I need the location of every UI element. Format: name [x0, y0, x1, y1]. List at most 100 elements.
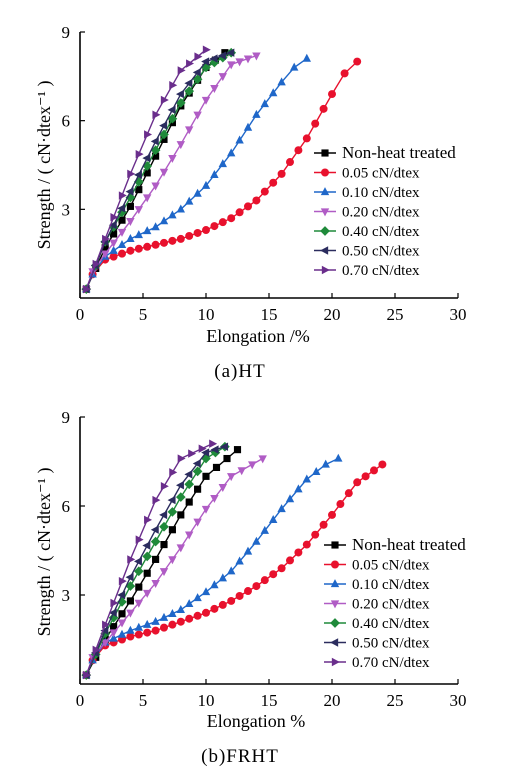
- x-tick-label: 25: [387, 305, 404, 324]
- data-point: [144, 130, 153, 139]
- data-point: [302, 53, 311, 62]
- data-point: [252, 109, 261, 118]
- data-point: [159, 121, 168, 130]
- data-point: [235, 208, 244, 217]
- data-point: [160, 623, 168, 632]
- data-point: [328, 90, 336, 99]
- series-line: [85, 463, 383, 676]
- data-point: [321, 459, 330, 468]
- data-point: [353, 478, 362, 487]
- data-point: [143, 194, 152, 203]
- data-point: [243, 546, 253, 555]
- data-point: [150, 137, 159, 146]
- data-point: [185, 531, 194, 540]
- data-point: [328, 510, 336, 519]
- data-point: [118, 216, 126, 224]
- data-point: [109, 245, 118, 254]
- data-point: [194, 485, 202, 493]
- data-point: [188, 449, 197, 458]
- data-point: [193, 111, 202, 120]
- data-point: [175, 492, 186, 502]
- data-point: [194, 52, 203, 61]
- data-point: [168, 210, 177, 219]
- legend-marker: [320, 246, 329, 255]
- legend-marker: [320, 187, 330, 196]
- data-point: [210, 222, 219, 231]
- legend-label: 0.40 cN/dtex: [352, 616, 430, 632]
- data-point: [184, 470, 193, 479]
- legend-label: 0.40 cN/dtex: [342, 224, 420, 240]
- data-point: [210, 85, 219, 93]
- x-axis-label: Elongation /%: [206, 326, 309, 346]
- legend-marker: [321, 149, 329, 157]
- data-point: [143, 628, 152, 637]
- x-tick-label: 10: [198, 305, 215, 324]
- data-point: [185, 599, 194, 608]
- data-point: [176, 544, 185, 553]
- data-point: [150, 145, 161, 156]
- data-point: [159, 129, 169, 140]
- data-point: [243, 122, 253, 131]
- data-point: [290, 62, 299, 71]
- data-point: [294, 548, 303, 557]
- data-point: [168, 526, 176, 534]
- y-axis-label: Strength / ( cN·dtex⁻¹ ): [34, 468, 55, 637]
- x-tick-label: 15: [261, 691, 278, 710]
- data-point: [193, 593, 202, 602]
- data-point: [175, 481, 184, 490]
- data-point: [127, 169, 136, 179]
- data-point: [226, 48, 235, 57]
- series-6: [83, 45, 211, 294]
- data-point: [248, 461, 257, 470]
- x-tick-label: 30: [450, 691, 467, 710]
- data-point: [135, 535, 144, 544]
- panel-a: 0 5 10 15 20 25 30 3 6 9 Elongation /% Strength / (…: [34, 23, 467, 382]
- series-2: [82, 453, 343, 679]
- data-point: [269, 515, 278, 523]
- data-point: [334, 453, 343, 462]
- data-point: [218, 573, 227, 582]
- legend-marker: [321, 168, 329, 177]
- data-point: [185, 196, 194, 205]
- legend: Non-heat treated 0.05 cN/dtex 0.10 cN/dtex…: [314, 143, 456, 279]
- data-point: [101, 250, 110, 259]
- data-point: [344, 489, 353, 498]
- legend-label: 0.50 cN/dtex: [352, 636, 430, 652]
- series-line: [85, 52, 232, 290]
- data-point: [193, 228, 202, 237]
- data-point: [142, 153, 151, 163]
- data-point: [151, 182, 160, 191]
- data-point: [227, 214, 236, 223]
- series-line: [85, 52, 232, 290]
- data-point: [167, 105, 176, 115]
- data-point: [152, 152, 160, 160]
- data-point: [277, 564, 286, 573]
- data-point: [237, 467, 246, 476]
- data-point: [117, 597, 127, 607]
- data-point: [152, 555, 160, 563]
- data-point: [143, 242, 152, 251]
- data-point: [109, 252, 118, 261]
- panel-caption: (b)FRHT: [201, 746, 279, 767]
- x-axis-label: Elongation %: [207, 711, 305, 731]
- data-point: [151, 579, 160, 588]
- data-point: [201, 180, 211, 189]
- legend-label: 0.20 cN/dtex: [342, 205, 420, 221]
- data-point: [159, 216, 169, 225]
- data-point: [110, 623, 118, 631]
- data-point: [135, 149, 144, 159]
- data-point: [340, 69, 349, 78]
- data-point: [92, 645, 101, 655]
- data-point: [135, 583, 143, 591]
- legend-label: 0.20 cN/dtex: [352, 597, 430, 613]
- data-point: [378, 460, 387, 469]
- data-point: [167, 507, 178, 517]
- data-point: [233, 446, 242, 454]
- data-point: [134, 206, 143, 215]
- data-point: [244, 587, 252, 596]
- data-point: [133, 557, 142, 566]
- data-point: [260, 99, 269, 108]
- data-point: [209, 54, 218, 63]
- data-point: [150, 536, 161, 547]
- data-point: [223, 454, 231, 463]
